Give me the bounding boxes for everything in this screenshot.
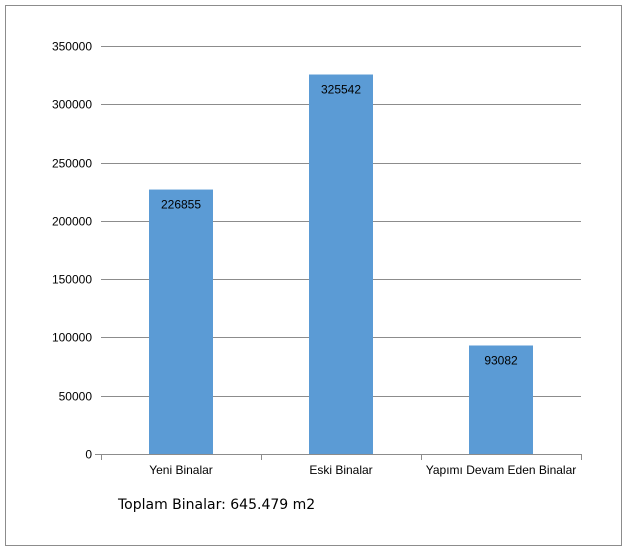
x-axis — [95, 454, 582, 460]
total-buildings-note: Toplam Binalar: 645.479 m2 — [118, 497, 316, 513]
data-labels: 226855 325542 93082 — [161, 83, 518, 368]
bar — [149, 189, 213, 454]
y-tick-label: 200000 — [52, 215, 92, 229]
y-tick-label: 300000 — [52, 98, 92, 112]
x-category-label: Eski Binalar — [309, 463, 372, 477]
y-tick-label: 150000 — [52, 273, 92, 287]
data-label: 93082 — [484, 353, 518, 367]
bar — [309, 74, 373, 454]
bars — [149, 74, 533, 454]
y-tick-label: 0 — [85, 448, 92, 462]
x-category-label: Yeni Binalar — [149, 463, 213, 477]
data-label: 325542 — [321, 83, 361, 97]
y-tick-label: 50000 — [59, 390, 93, 404]
x-axis-category-labels: Yeni Binalar Eski Binalar Yapımı Devam Ede… — [149, 463, 576, 477]
y-tick-label: 100000 — [52, 331, 92, 345]
bar — [469, 345, 533, 454]
y-tick-label: 350000 — [52, 40, 92, 54]
x-category-label: Yapımı Devam Eden Binalar — [426, 463, 577, 477]
y-tick-label: 250000 — [52, 157, 92, 171]
y-axis-tick-labels: 0 50000 100000 150000 200000 250000 300000 3500… — [52, 40, 92, 462]
data-label: 226855 — [161, 198, 201, 212]
